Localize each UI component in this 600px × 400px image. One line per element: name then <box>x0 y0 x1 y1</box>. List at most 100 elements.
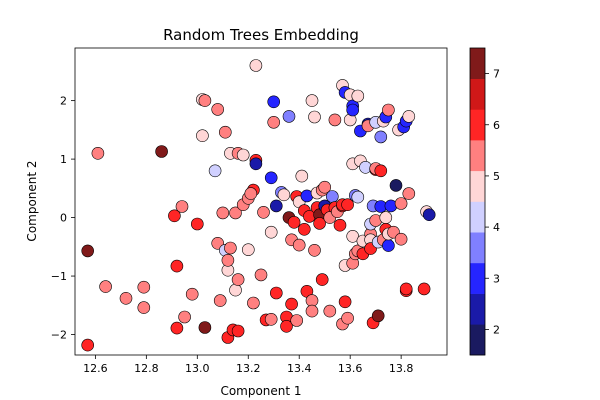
data-point <box>305 94 319 107</box>
data-point <box>394 232 408 246</box>
colorbar-band <box>470 78 485 110</box>
data-point <box>305 304 319 318</box>
data-point <box>231 273 245 286</box>
data-point <box>185 287 199 301</box>
data-point <box>267 116 281 129</box>
data-point <box>333 218 347 232</box>
data-point <box>175 200 189 213</box>
data-point <box>313 217 326 230</box>
data-point <box>328 113 342 127</box>
data-point <box>308 244 321 257</box>
data-point <box>236 148 250 162</box>
data-point <box>208 164 222 178</box>
y-tick-label: 2 <box>60 95 67 108</box>
chart-title: Random Trees Embedding <box>163 26 359 44</box>
data-point <box>216 206 230 220</box>
data-point <box>267 95 281 109</box>
data-point <box>292 238 306 252</box>
colorbar-tick-label: 5 <box>493 170 500 183</box>
data-point <box>269 286 283 300</box>
data-point <box>346 230 360 243</box>
y-tick-label: −2 <box>51 329 67 342</box>
data-point <box>295 169 309 183</box>
data-point <box>81 338 94 352</box>
colorbar-band <box>470 262 485 294</box>
data-point <box>422 208 436 221</box>
data-point <box>351 89 365 103</box>
data-point <box>297 223 311 236</box>
data-point <box>119 291 133 305</box>
data-point <box>402 110 416 123</box>
colorbar-band <box>470 293 485 325</box>
colorbar-frame <box>469 47 486 356</box>
x-axis-label: Component 1 <box>220 384 301 398</box>
data-point <box>99 280 112 293</box>
x-tick-label: 12.6 <box>83 362 108 375</box>
colorbar-tick-label: 6 <box>493 119 500 132</box>
data-point <box>351 190 365 204</box>
data-point <box>382 103 395 117</box>
data-point <box>249 157 263 171</box>
data-point <box>325 190 339 203</box>
data-point <box>257 206 270 219</box>
data-point <box>338 295 352 309</box>
data-point <box>91 147 105 160</box>
data-point <box>382 239 395 252</box>
data-point <box>137 280 151 294</box>
data-point <box>211 103 224 116</box>
data-point <box>242 243 255 256</box>
data-point <box>247 296 260 310</box>
data-point <box>318 180 332 194</box>
data-point <box>308 110 321 124</box>
data-point <box>346 103 360 117</box>
data-point <box>168 209 181 223</box>
y-tick-label: 0 <box>60 212 67 225</box>
data-point <box>371 309 385 323</box>
data-point <box>287 216 301 229</box>
x-tick-label: 13.0 <box>185 362 210 375</box>
colorbar-tick-label: 3 <box>493 272 500 285</box>
data-point <box>374 164 388 178</box>
data-point <box>231 324 245 338</box>
data-point <box>224 241 237 255</box>
data-point <box>191 217 204 231</box>
data-point <box>264 312 278 326</box>
data-point <box>198 94 212 107</box>
y-tick-label: 1 <box>60 153 67 166</box>
colorbar-tick-label: 4 <box>493 221 500 234</box>
x-tick-label: 13.6 <box>338 362 363 375</box>
data-point <box>264 171 278 185</box>
data-point <box>374 130 388 144</box>
data-point <box>399 282 413 296</box>
data-point <box>282 110 296 123</box>
data-point <box>285 297 298 311</box>
y-axis-ticks: −2 −1 0 1 2 <box>51 95 75 342</box>
x-tick-label: 12.8 <box>134 362 159 375</box>
data-point <box>229 283 242 297</box>
scatter-points <box>81 59 436 352</box>
data-point <box>277 188 291 202</box>
data-point <box>254 268 268 282</box>
data-point <box>229 206 242 220</box>
colorbar-tick-label: 7 <box>493 68 500 81</box>
colorbar-band <box>470 48 485 79</box>
data-point <box>341 198 354 211</box>
data-point <box>137 301 151 314</box>
data-point <box>323 304 337 318</box>
data-point <box>249 59 263 72</box>
colorbar-band <box>470 140 485 172</box>
data-point <box>264 225 278 239</box>
data-point <box>196 129 209 142</box>
data-point <box>213 294 227 307</box>
data-point <box>170 321 184 335</box>
data-point <box>315 273 329 286</box>
x-tick-label: 13.4 <box>287 362 312 375</box>
y-tick-label: −1 <box>51 270 67 283</box>
data-point <box>221 253 235 267</box>
data-point <box>280 319 293 333</box>
data-point <box>269 199 283 213</box>
colorbar: 2 3 4 5 6 7 <box>469 47 500 356</box>
data-point <box>170 259 184 273</box>
data-point <box>290 314 304 327</box>
